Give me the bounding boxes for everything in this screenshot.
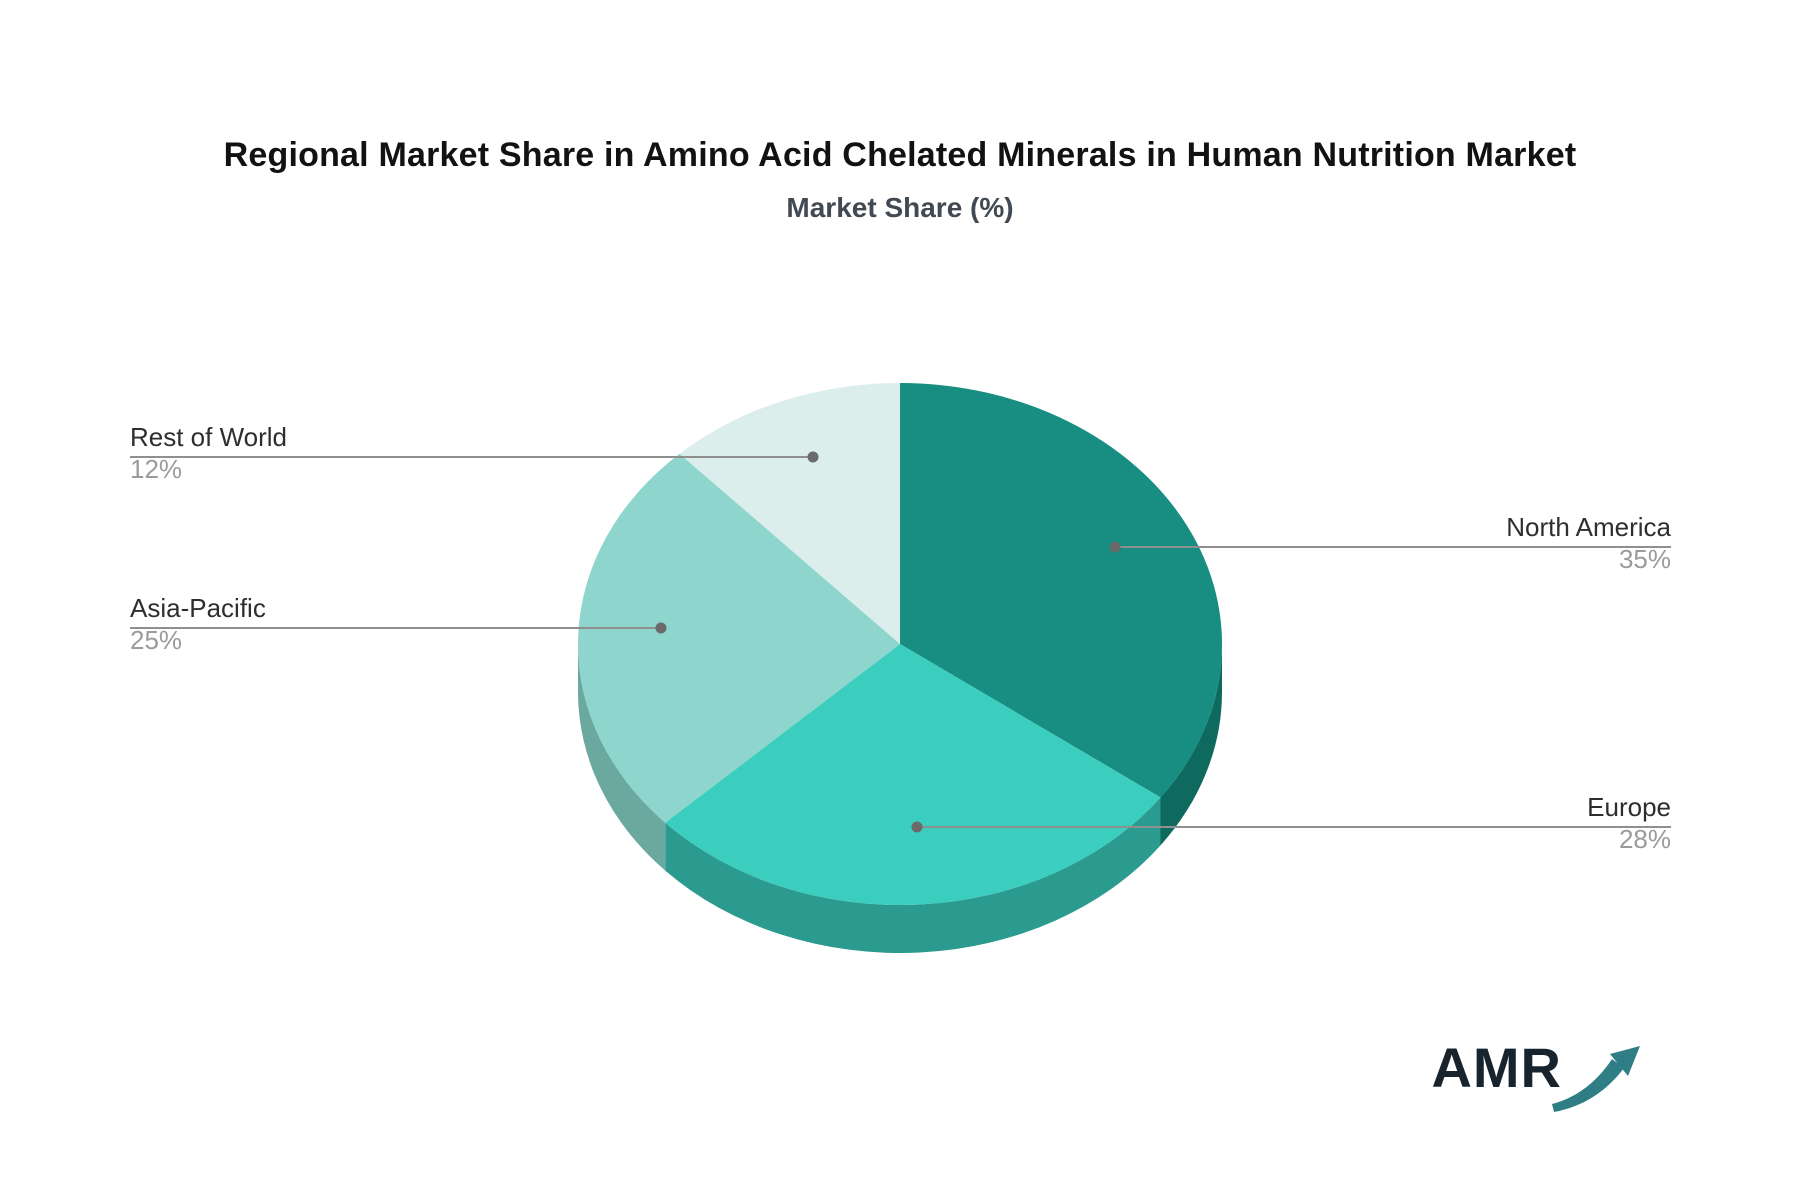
- callout-europe: Europe 28%: [1587, 791, 1671, 855]
- leader-dot-rest-of-world: [807, 451, 819, 463]
- leader-dot-asia-pacific: [655, 622, 667, 634]
- slice-label: Rest of World: [130, 422, 288, 452]
- pie-side-asia-pacific: [578, 644, 666, 871]
- callout-asia-pacific: Asia-Pacific 25%: [130, 592, 266, 656]
- slice-value: 25%: [130, 625, 183, 655]
- pie-side-europe: [665, 797, 1161, 954]
- slice-label: Asia-Pacific: [130, 593, 266, 623]
- slice-label: North America: [1506, 512, 1671, 542]
- amr-logo: AMR: [1431, 1036, 1648, 1118]
- pie-slice-europe[interactable]: [665, 644, 1161, 906]
- chart-subtitle: Market Share (%): [786, 192, 1014, 223]
- pie-slice-rest-of-world[interactable]: [679, 383, 900, 644]
- pie-slice-north-america[interactable]: [900, 383, 1222, 798]
- callout-rest-of-world: Rest of World 12%: [130, 421, 287, 485]
- slice-value: 28%: [1618, 824, 1671, 854]
- slice-value: 35%: [1618, 544, 1671, 574]
- pie-slice-asia-pacific[interactable]: [578, 453, 900, 823]
- callout-north-america: North America 35%: [1506, 511, 1671, 575]
- slice-value: 12%: [130, 454, 183, 484]
- leader-dot-europe: [911, 821, 923, 833]
- pie-side-north-america: [1160, 644, 1222, 846]
- leader-dot-north-america: [1109, 541, 1121, 553]
- growth-arrow-icon: [1552, 1046, 1640, 1112]
- chart-title: Regional Market Share in Amino Acid Chel…: [223, 136, 1577, 174]
- slice-label: Europe: [1587, 792, 1671, 822]
- amr-logo-text: AMR: [1431, 1036, 1562, 1099]
